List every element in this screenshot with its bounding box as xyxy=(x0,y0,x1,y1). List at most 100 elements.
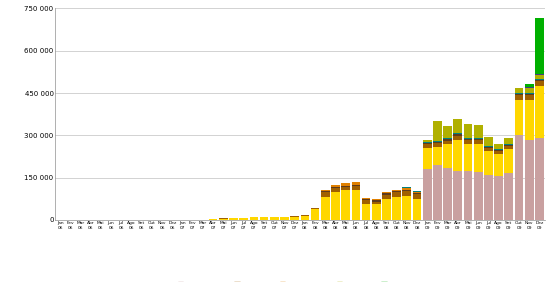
Bar xyxy=(464,139,472,140)
Bar xyxy=(515,100,524,135)
Bar xyxy=(342,183,350,186)
Bar xyxy=(443,126,452,138)
Bar xyxy=(474,139,482,140)
Bar xyxy=(300,215,309,216)
Bar xyxy=(504,138,513,144)
Bar xyxy=(382,193,390,195)
Bar xyxy=(219,219,228,220)
Bar xyxy=(250,217,258,220)
Bar xyxy=(525,140,533,220)
Bar xyxy=(412,194,421,199)
Bar xyxy=(321,197,329,220)
Bar xyxy=(464,138,472,139)
Bar xyxy=(300,216,309,220)
Bar xyxy=(423,148,432,169)
Bar xyxy=(474,172,482,220)
Bar xyxy=(515,135,524,220)
Bar xyxy=(525,93,533,94)
Bar xyxy=(209,219,217,220)
Bar xyxy=(433,147,442,165)
Bar xyxy=(494,150,503,151)
Bar xyxy=(515,95,524,100)
Bar xyxy=(423,142,432,143)
Bar xyxy=(342,186,350,187)
Bar xyxy=(362,200,370,204)
Bar xyxy=(362,204,370,220)
Bar xyxy=(433,121,442,141)
Bar xyxy=(535,138,544,220)
Bar xyxy=(372,202,381,204)
Bar xyxy=(351,182,360,185)
Bar xyxy=(535,74,544,75)
Bar xyxy=(412,199,421,220)
Bar xyxy=(423,169,432,220)
Bar xyxy=(423,144,432,148)
Bar xyxy=(454,134,462,136)
Bar xyxy=(484,146,493,147)
Bar xyxy=(454,119,462,133)
Bar xyxy=(464,140,472,144)
Bar xyxy=(331,187,340,188)
Bar xyxy=(494,176,503,220)
Bar xyxy=(321,191,329,192)
Bar xyxy=(351,190,360,220)
Bar xyxy=(504,144,513,145)
Bar xyxy=(392,192,401,197)
Bar xyxy=(443,144,452,168)
Bar xyxy=(392,190,401,191)
Bar xyxy=(351,185,360,186)
Bar xyxy=(423,143,432,144)
Bar xyxy=(525,95,533,100)
Bar xyxy=(382,195,390,199)
Bar xyxy=(260,217,268,220)
Bar xyxy=(412,191,421,192)
Bar xyxy=(474,144,482,172)
Bar xyxy=(525,88,533,93)
Bar xyxy=(362,198,370,199)
Bar xyxy=(484,147,493,148)
Bar xyxy=(311,209,320,220)
Bar xyxy=(515,94,524,95)
Bar xyxy=(290,216,299,217)
Bar xyxy=(331,192,340,220)
Bar xyxy=(464,144,472,171)
Bar xyxy=(454,133,462,134)
Bar xyxy=(372,200,381,202)
Bar xyxy=(535,80,544,81)
Bar xyxy=(474,138,482,139)
Bar xyxy=(504,149,513,173)
Bar xyxy=(321,192,329,197)
Bar xyxy=(504,145,513,146)
Bar xyxy=(229,218,238,220)
Bar xyxy=(382,199,390,220)
Bar xyxy=(270,217,279,220)
Bar xyxy=(484,137,493,146)
Bar xyxy=(342,187,350,190)
Bar xyxy=(525,94,533,95)
Bar xyxy=(372,204,381,220)
Bar xyxy=(515,88,524,93)
Bar xyxy=(443,139,452,141)
Bar xyxy=(351,186,360,190)
Bar xyxy=(433,165,442,220)
Bar xyxy=(433,142,442,143)
Bar xyxy=(342,190,350,220)
Bar xyxy=(484,175,493,220)
Bar xyxy=(403,190,411,191)
Bar xyxy=(423,140,432,142)
Bar xyxy=(443,168,452,220)
Bar xyxy=(504,173,513,220)
Bar xyxy=(454,136,462,140)
Bar xyxy=(280,217,289,220)
Bar xyxy=(372,199,381,200)
Bar xyxy=(494,144,503,149)
Bar xyxy=(494,149,503,150)
Bar xyxy=(403,196,411,220)
Bar xyxy=(403,188,411,190)
Bar xyxy=(403,187,411,188)
Bar xyxy=(290,217,299,220)
Bar xyxy=(484,151,493,175)
Bar xyxy=(412,193,421,194)
Bar xyxy=(311,208,320,209)
Bar xyxy=(392,191,401,192)
